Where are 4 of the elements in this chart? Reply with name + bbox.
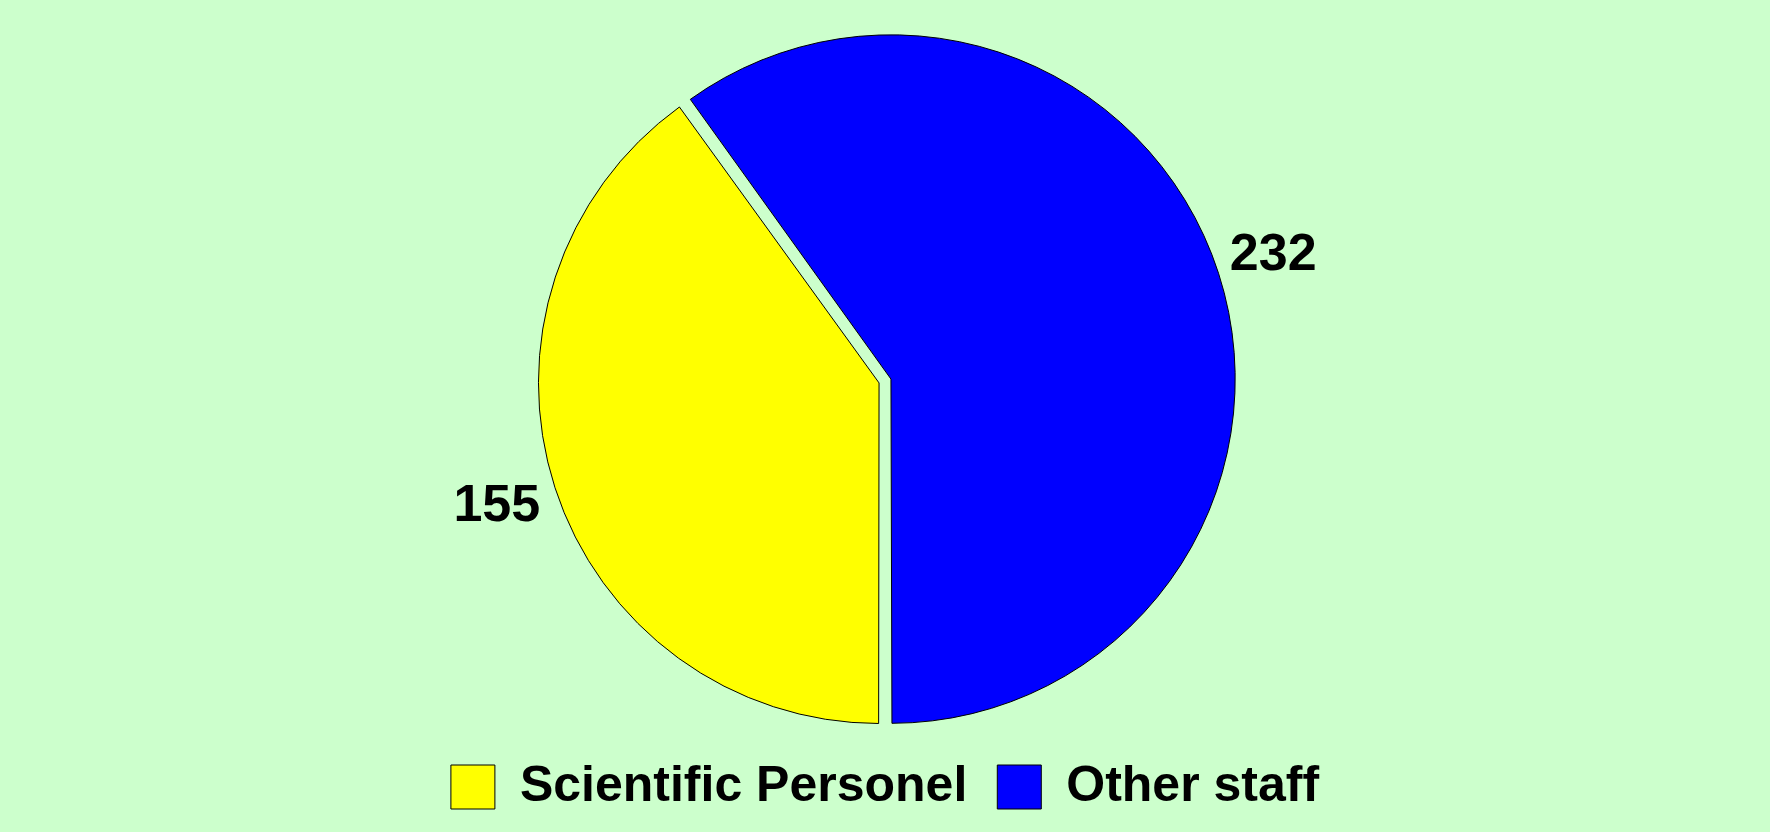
- legend-label: Other staff: [1066, 755, 1320, 812]
- data-label: 232: [1229, 222, 1317, 281]
- legend-label: Scientific Personel: [519, 755, 968, 812]
- data-label: 155: [453, 473, 541, 532]
